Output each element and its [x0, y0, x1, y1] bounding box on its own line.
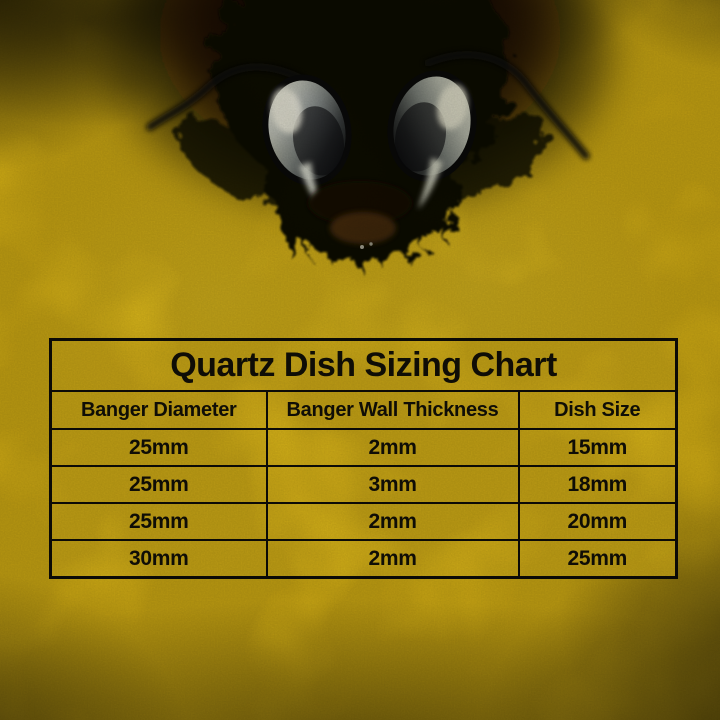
- table-cell: 30mm: [49, 539, 268, 579]
- column-header-banger-diameter: Banger Diameter: [49, 390, 268, 430]
- table-header-row: Banger Diameter Banger Wall Thickness Di…: [49, 390, 678, 430]
- table-title: Quartz Dish Sizing Chart: [49, 338, 678, 392]
- table-cell: 2mm: [265, 539, 520, 579]
- column-header-dish-size: Dish Size: [517, 390, 678, 430]
- table-cell: 25mm: [49, 465, 268, 504]
- table-cell: 25mm: [49, 428, 268, 467]
- table-title-row: Quartz Dish Sizing Chart: [49, 338, 678, 392]
- table-row: 25mm 2mm 15mm: [49, 428, 678, 467]
- table-cell: 25mm: [49, 502, 268, 541]
- table-cell: 2mm: [265, 428, 520, 467]
- bee-head-image: [105, 0, 615, 271]
- table-cell: 18mm: [517, 465, 678, 504]
- table-cell: 15mm: [517, 428, 678, 467]
- table-cell: 25mm: [517, 539, 678, 579]
- table-cell: 3mm: [265, 465, 520, 504]
- table-cell: 2mm: [265, 502, 520, 541]
- sizing-chart-table: Quartz Dish Sizing Chart Banger Diameter…: [49, 338, 679, 579]
- sizing-chart: Quartz Dish Sizing Chart Banger Diameter…: [49, 338, 679, 579]
- table-row: 30mm 2mm 25mm: [49, 539, 678, 579]
- column-header-banger-wall-thickness: Banger Wall Thickness: [265, 390, 520, 430]
- table-row: 25mm 3mm 18mm: [49, 465, 678, 504]
- table-cell: 20mm: [517, 502, 678, 541]
- table-row: 25mm 2mm 20mm: [49, 502, 678, 541]
